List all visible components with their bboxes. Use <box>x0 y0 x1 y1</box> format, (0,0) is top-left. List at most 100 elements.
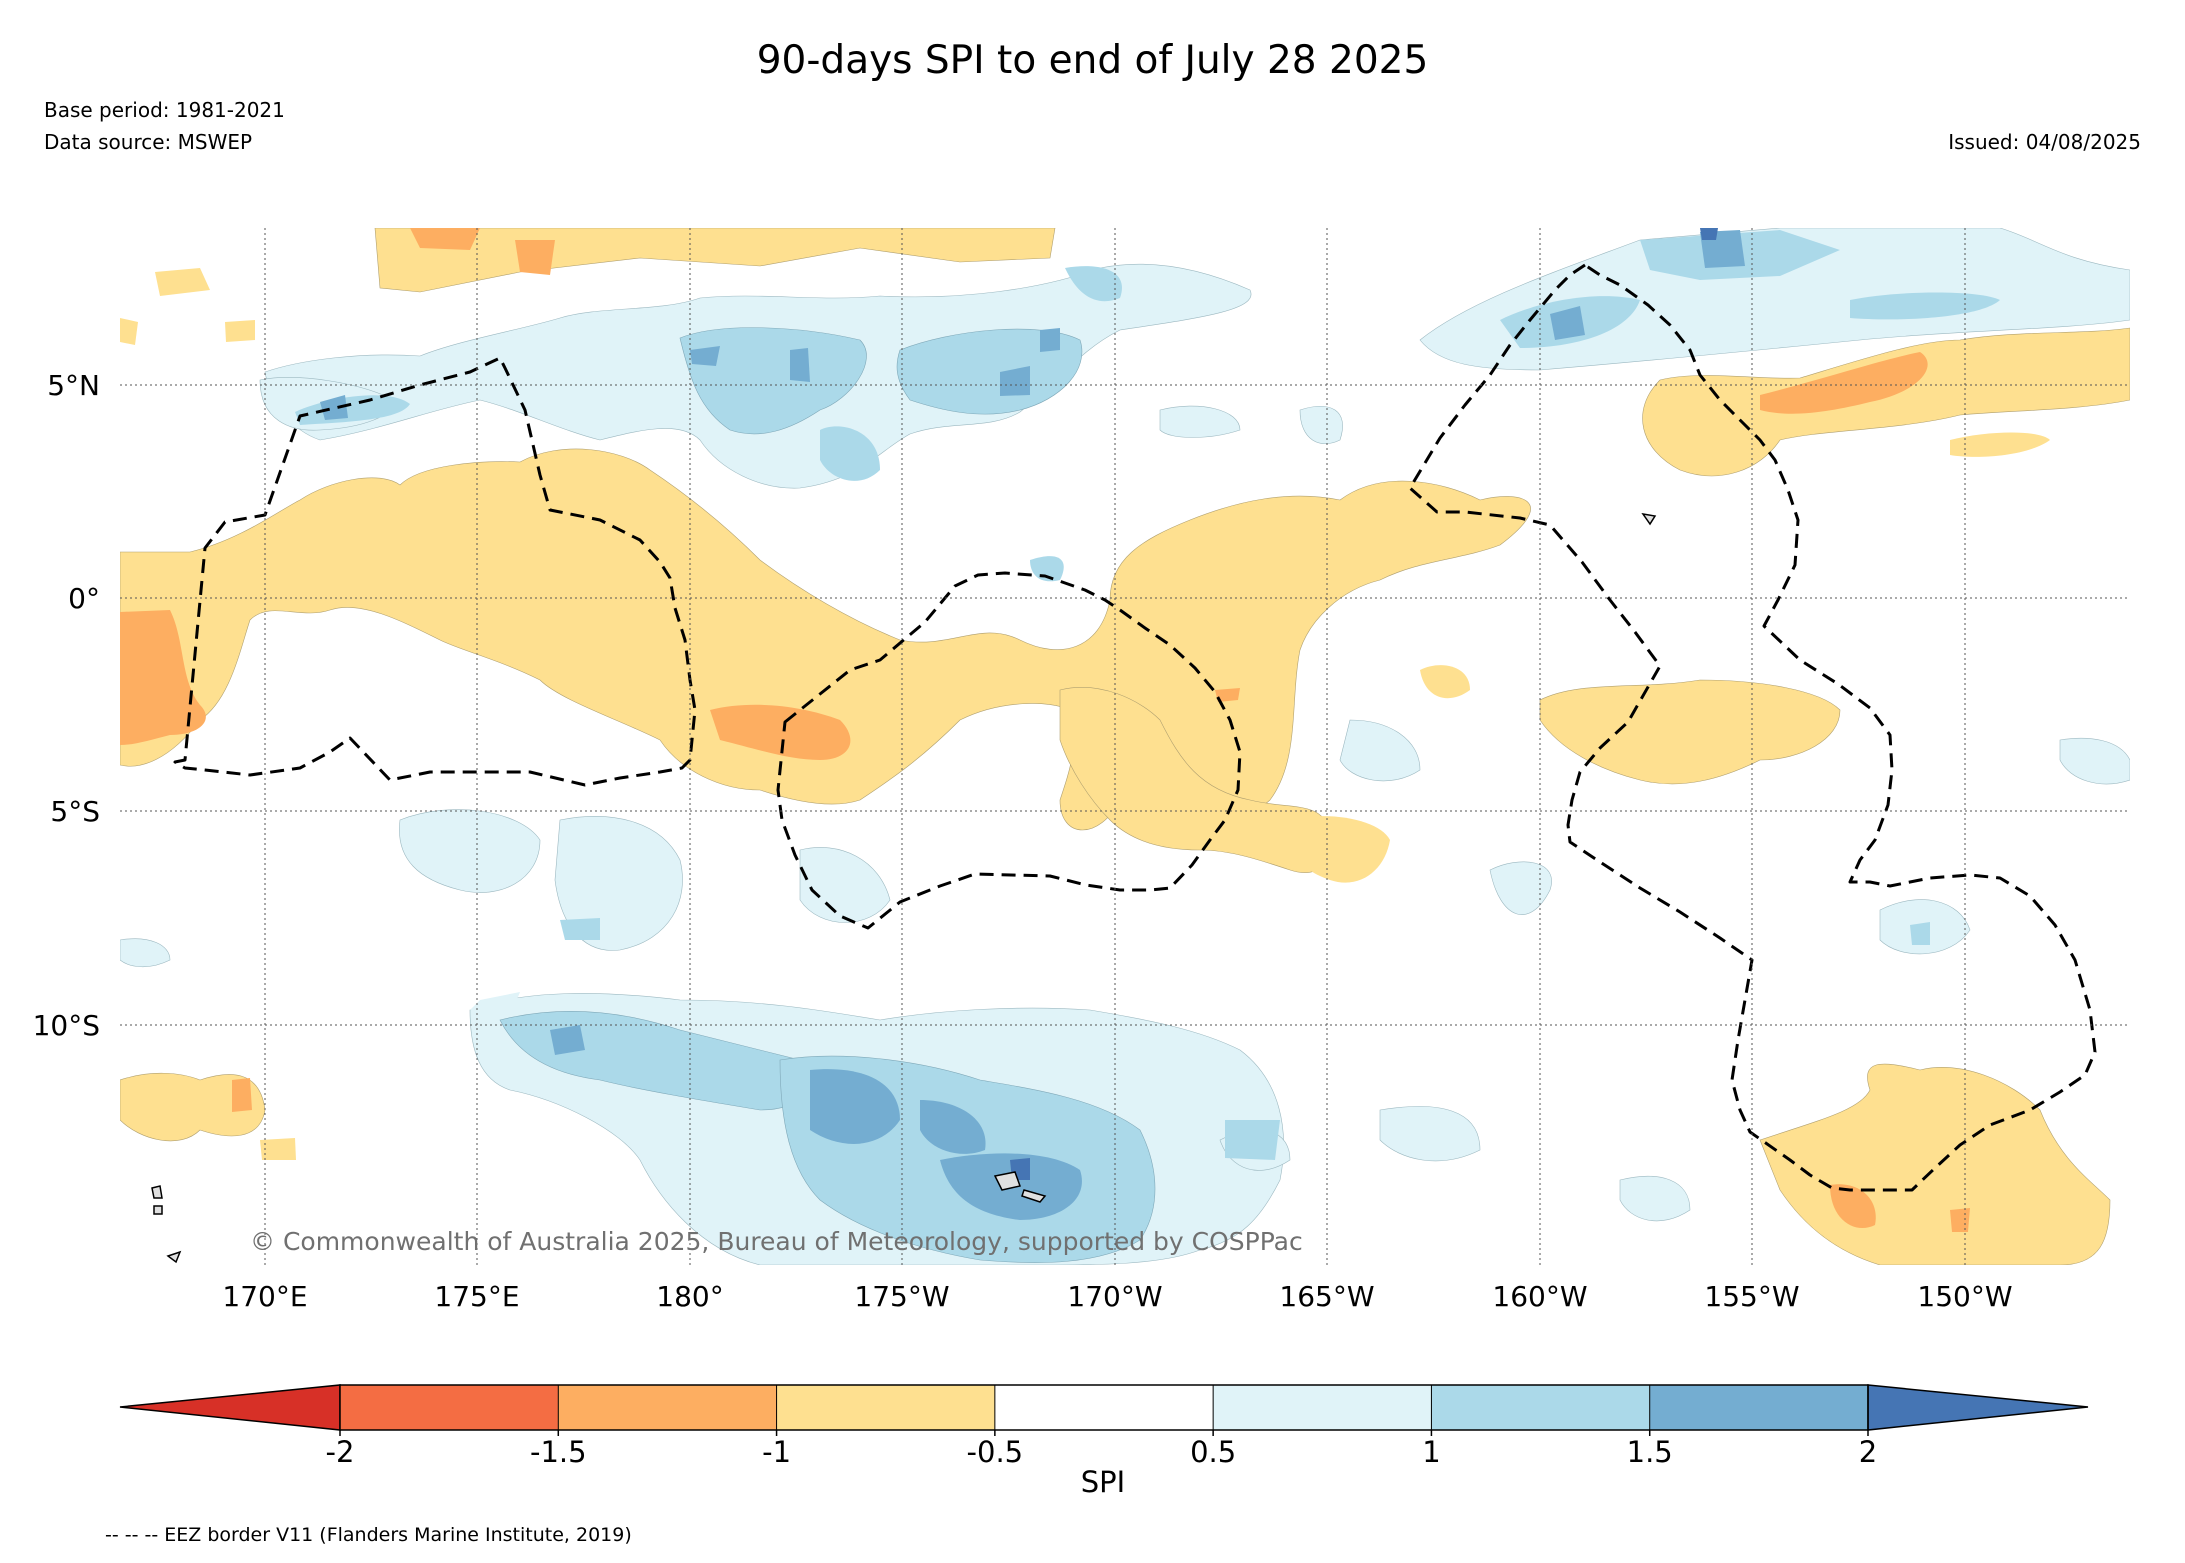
eez-line-islands <box>1408 263 2097 1192</box>
wet-blob-s8 <box>1379 1106 1481 1162</box>
map-title: 90-days SPI to end of July 28 2025 <box>756 38 1429 83</box>
wet-blob-s11 <box>1030 556 1064 582</box>
colorbar-tick-label: 0.5 <box>1190 1435 1236 1469</box>
wet-peak-north-c <box>1000 366 1030 396</box>
islands <box>151 512 1657 1264</box>
wet-core-north-d <box>820 426 880 481</box>
wet-blob-s12 <box>1159 405 1241 438</box>
lon-label: 170°E <box>222 1280 307 1313</box>
wet-peak-north-b <box>790 348 810 382</box>
graticule <box>120 228 2130 1265</box>
wet-core-north-a <box>679 327 867 435</box>
dry-patch-nw <box>155 268 210 296</box>
issued-date: Issued: 04/08/2025 <box>1948 130 2141 154</box>
dry-patch-n1 <box>225 320 255 342</box>
wet-blob-s5 <box>1339 719 1421 782</box>
colorbar-segment <box>1213 1385 1432 1430</box>
wet-blob-s4 <box>1489 861 1552 915</box>
dry-region-east-central <box>1539 679 1841 785</box>
dry-patch-nw2 <box>120 318 138 345</box>
colorbar-segment <box>1649 1385 1868 1430</box>
lon-label: 155°W <box>1704 1280 1799 1313</box>
lon-label: 180° <box>656 1280 723 1313</box>
wet-blob-s6-core <box>1910 922 1930 945</box>
wet-blob-s3 <box>799 847 891 923</box>
wet-blob-s10 <box>120 938 171 968</box>
eez-kiribati-gilbert <box>173 356 697 787</box>
eez-legend-note: -- -- -- EEZ border V11 (Flanders Marine… <box>105 1524 632 1546</box>
lat-label: 5°S <box>50 795 100 828</box>
dry-core-top-a <box>410 228 480 250</box>
colorbar-extend-low <box>119 1384 341 1431</box>
dry-region-ne <box>1642 327 2130 477</box>
colorbar-segment <box>994 1385 1214 1430</box>
lat-label: 5°N <box>47 369 100 402</box>
colorbar-segment <box>776 1385 995 1430</box>
wet-peak-ne-a <box>1550 306 1585 340</box>
wet-peak-south-d <box>550 1025 585 1055</box>
island-north-east <box>1641 512 1657 526</box>
base-period: Base period: 1981-2021 <box>44 98 285 122</box>
colorbar-tick-label: 2 <box>1859 1435 1877 1469</box>
colorbar-tick-label: -0.5 <box>967 1435 1024 1469</box>
wet-peak-nw <box>320 395 348 420</box>
dry-patch-sw2 <box>260 1138 296 1160</box>
colorbar-tick-label: -2 <box>326 1435 355 1469</box>
dry-patch-ec2 <box>1420 665 1470 699</box>
wet-blob-s13 <box>1299 406 1343 445</box>
island-west-c <box>166 1250 182 1264</box>
spi-contours <box>120 228 2130 1265</box>
dry-blob-se <box>1289 816 1390 883</box>
dry-core-ne <box>1760 352 1928 414</box>
wet-blob-s14 <box>1619 1175 1691 1222</box>
colorbar-segment <box>558 1385 777 1430</box>
dry-region-equatorial <box>120 448 1531 831</box>
dry-core-central <box>710 704 851 760</box>
colorbar-tick-label: -1 <box>762 1435 791 1469</box>
colorbar-title: SPI <box>1081 1465 1125 1499</box>
dry-core-top-b <box>515 240 555 275</box>
wet-blob-s7 <box>2059 737 2130 785</box>
lon-label: 165°W <box>1279 1280 1374 1313</box>
lon-label: 150°W <box>1917 1280 2012 1313</box>
lon-label: 160°W <box>1492 1280 1587 1313</box>
wet-peak-south-b <box>920 1100 986 1154</box>
wet-peak-north-d <box>1040 328 1060 352</box>
colorbar-tick-label: 1.5 <box>1627 1435 1673 1469</box>
copyright-notice: © Commonwealth of Australia 2025, Bureau… <box>250 1227 1303 1256</box>
lon-label: 175°E <box>434 1280 519 1313</box>
wet-blob-s2-core <box>560 918 600 940</box>
wet-peak-south-a <box>810 1069 900 1144</box>
lon-label: 175°W <box>854 1280 949 1313</box>
eez-borders <box>173 263 2097 1192</box>
island-samoa-a <box>993 1171 1021 1191</box>
lat-label: 0° <box>68 582 100 615</box>
lat-label: 10°S <box>33 1009 100 1042</box>
colorbar-segment <box>340 1385 559 1430</box>
colorbar-frame <box>339 1384 1869 1431</box>
dry-core-se-b <box>1950 1208 1970 1232</box>
wet-blob-s9-core <box>1225 1120 1280 1160</box>
dry-patch-ne2 <box>1950 432 2050 457</box>
colorbar-tick-label: 1 <box>1422 1435 1440 1469</box>
island-west-a <box>151 1185 163 1199</box>
island-samoa-b <box>1021 1189 1047 1203</box>
wet-core-north-c <box>1065 266 1122 302</box>
colorbar-extend-high <box>1867 1384 2089 1431</box>
wet-peak-north-a <box>690 346 720 366</box>
island-west-b <box>153 1205 163 1215</box>
lon-label: 170°W <box>1067 1280 1162 1313</box>
dry-core-sw <box>232 1078 252 1112</box>
dry-core-se-a <box>1830 1184 1876 1229</box>
wet-blob-s1 <box>399 809 541 893</box>
colorbar-segment <box>1431 1385 1650 1430</box>
wet-south-margin <box>470 992 520 1012</box>
wet-peak-ne-c <box>1700 228 1718 240</box>
colorbar-tick-label: -1.5 <box>530 1435 587 1469</box>
wet-core-north-b <box>896 328 1083 415</box>
dry-core-small <box>1215 688 1240 702</box>
eez-phoenix <box>776 571 1242 930</box>
wet-core-ne-c <box>1850 292 2000 320</box>
data-source: Data source: MSWEP <box>44 130 253 154</box>
